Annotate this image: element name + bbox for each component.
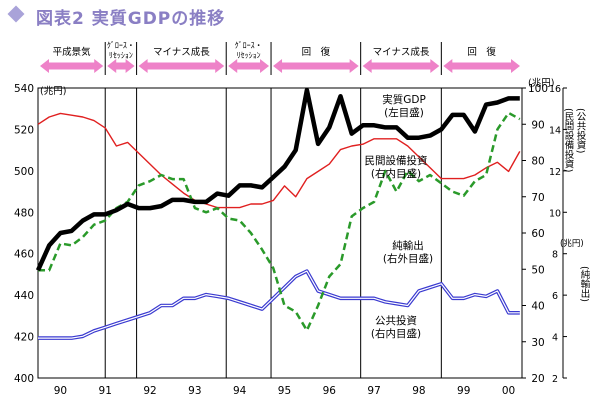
- phase-arrow-head-right: [215, 59, 225, 73]
- x-tick-label: 97: [367, 385, 380, 397]
- right1-tick-label: 90: [531, 119, 544, 131]
- right1-tick-label: 50: [531, 264, 544, 276]
- x-tick-label: 96: [323, 385, 337, 397]
- x-tick-label: 92: [143, 385, 156, 397]
- series-label-2: 公共投資(右内目盛): [371, 314, 421, 340]
- phase-label-1: ｸﾞﾛｰｽ・ﾘｾｯｼｮﾝ: [107, 41, 135, 60]
- phase-band: 平成景気 ｸﾞﾛｰｽ・ﾘｾｯｼｮﾝ マイナス成長 ｸﾞﾛｰｽ・ﾘｾｯｼｮﾝ 回 復 マイナ…: [40, 41, 520, 75]
- phase-arrow-head-right: [260, 59, 270, 73]
- title-bar: 図表2 実質GDPの推移: [0, 0, 600, 30]
- phase-arrow-head-left: [40, 59, 49, 73]
- right2-tick-label: 16: [549, 84, 561, 95]
- right2-axis-unit: (兆円): [560, 238, 584, 249]
- phase-label-2: マイナス成長: [153, 46, 210, 58]
- phase-arrow-head-left: [362, 59, 372, 73]
- x-tick-label: 90: [54, 385, 67, 397]
- right1-axis-label-1: (民間設備投資): [563, 108, 575, 172]
- left-tick-label: 520: [14, 124, 34, 136]
- series-line-2-outer: [38, 269, 520, 340]
- left-tick-label: 460: [14, 249, 34, 261]
- x-tick-label: 91: [99, 385, 112, 397]
- series-line-2-inner: [38, 270, 520, 339]
- left-tick-label: 440: [14, 290, 34, 302]
- phase-arrow-head-right: [511, 59, 520, 73]
- phase-label-0: 平成景気: [53, 46, 92, 58]
- phase-arrow-head-left: [138, 59, 148, 73]
- right1-axis-label-0: (公共投資): [575, 108, 587, 153]
- phase-label-5: マイナス成長: [373, 46, 430, 58]
- plot-frame: [37, 87, 523, 379]
- x-tick-label: 99: [457, 385, 470, 397]
- left-tick-label: 540: [14, 83, 34, 95]
- phase-arrow-head-left: [443, 59, 453, 73]
- right2-tick-label: 4: [552, 333, 558, 344]
- right1-tick-label: 80: [531, 156, 544, 168]
- right1-tick-label: 60: [531, 228, 544, 240]
- right2-tick-label: 14: [549, 125, 561, 136]
- series-line-3: [38, 111, 521, 332]
- phase-label-3: ｸﾞﾛｰｽ・ﾘｾｯｼｮﾝ: [235, 41, 263, 60]
- right1-tick-label: 70: [531, 192, 544, 204]
- series-line-1: [37, 112, 521, 209]
- phase-arrow-head-right: [94, 59, 104, 73]
- x-tick-label: 95: [278, 385, 291, 397]
- left-tick-label: 420: [14, 332, 34, 344]
- phase-arrow-head-right: [125, 59, 135, 73]
- x-tick-label: 98: [412, 385, 425, 397]
- right1-tick-label: 30: [531, 337, 544, 349]
- left-tick-label: 500: [14, 166, 34, 178]
- left-tick-label: 400: [14, 373, 34, 385]
- left-tick-label: 480: [14, 207, 34, 219]
- right1-tick-label: 100: [528, 83, 548, 95]
- right1-tick-label: 40: [531, 301, 544, 313]
- x-tick-label: 94: [233, 385, 247, 397]
- phase-arrow-head-right: [430, 59, 440, 73]
- chart-title: 図表2 実質GDPの推移: [36, 9, 226, 29]
- right2-tick-label: 10: [549, 208, 561, 219]
- series-label-1: 民間設備投資(右内目盛): [365, 154, 428, 180]
- phase-label-6: 回 復: [467, 46, 496, 58]
- series-label-3: 純輸出(右外目盛): [383, 239, 433, 265]
- plot-frame: [37, 87, 523, 379]
- right2-tick-label: 6: [552, 291, 558, 302]
- series-label-0: 実質GDP (左目盛): [382, 93, 426, 119]
- phase-arrow-head-left: [273, 59, 283, 73]
- series-layer: [35, 87, 521, 340]
- series-label-layer: 実質GDP (左目盛) 民間設備投資(右内目盛) 公共投資(右内目盛) 純輸出(右外目盛…: [365, 93, 434, 340]
- right1-axis-unit: (兆円): [528, 78, 554, 89]
- phase-arrow-head-right: [349, 59, 359, 73]
- right2-tick-label: 8: [552, 250, 558, 261]
- left-axis-unit: (兆円): [40, 86, 66, 97]
- right1-tick-label: 20: [531, 373, 544, 385]
- right2-tick-label: 12: [549, 167, 561, 178]
- phase-arrow-head-left: [107, 59, 117, 73]
- phase-arrow-head-left: [228, 59, 238, 73]
- x-tick-label: 00: [502, 385, 515, 397]
- right2-tick-label: 2: [552, 374, 558, 385]
- x-tick-label: 93: [188, 385, 201, 397]
- phase-label-4: 回 復: [302, 46, 331, 58]
- right2-axis-label: (純輸出): [579, 266, 591, 302]
- series-line-0: [35, 87, 520, 272]
